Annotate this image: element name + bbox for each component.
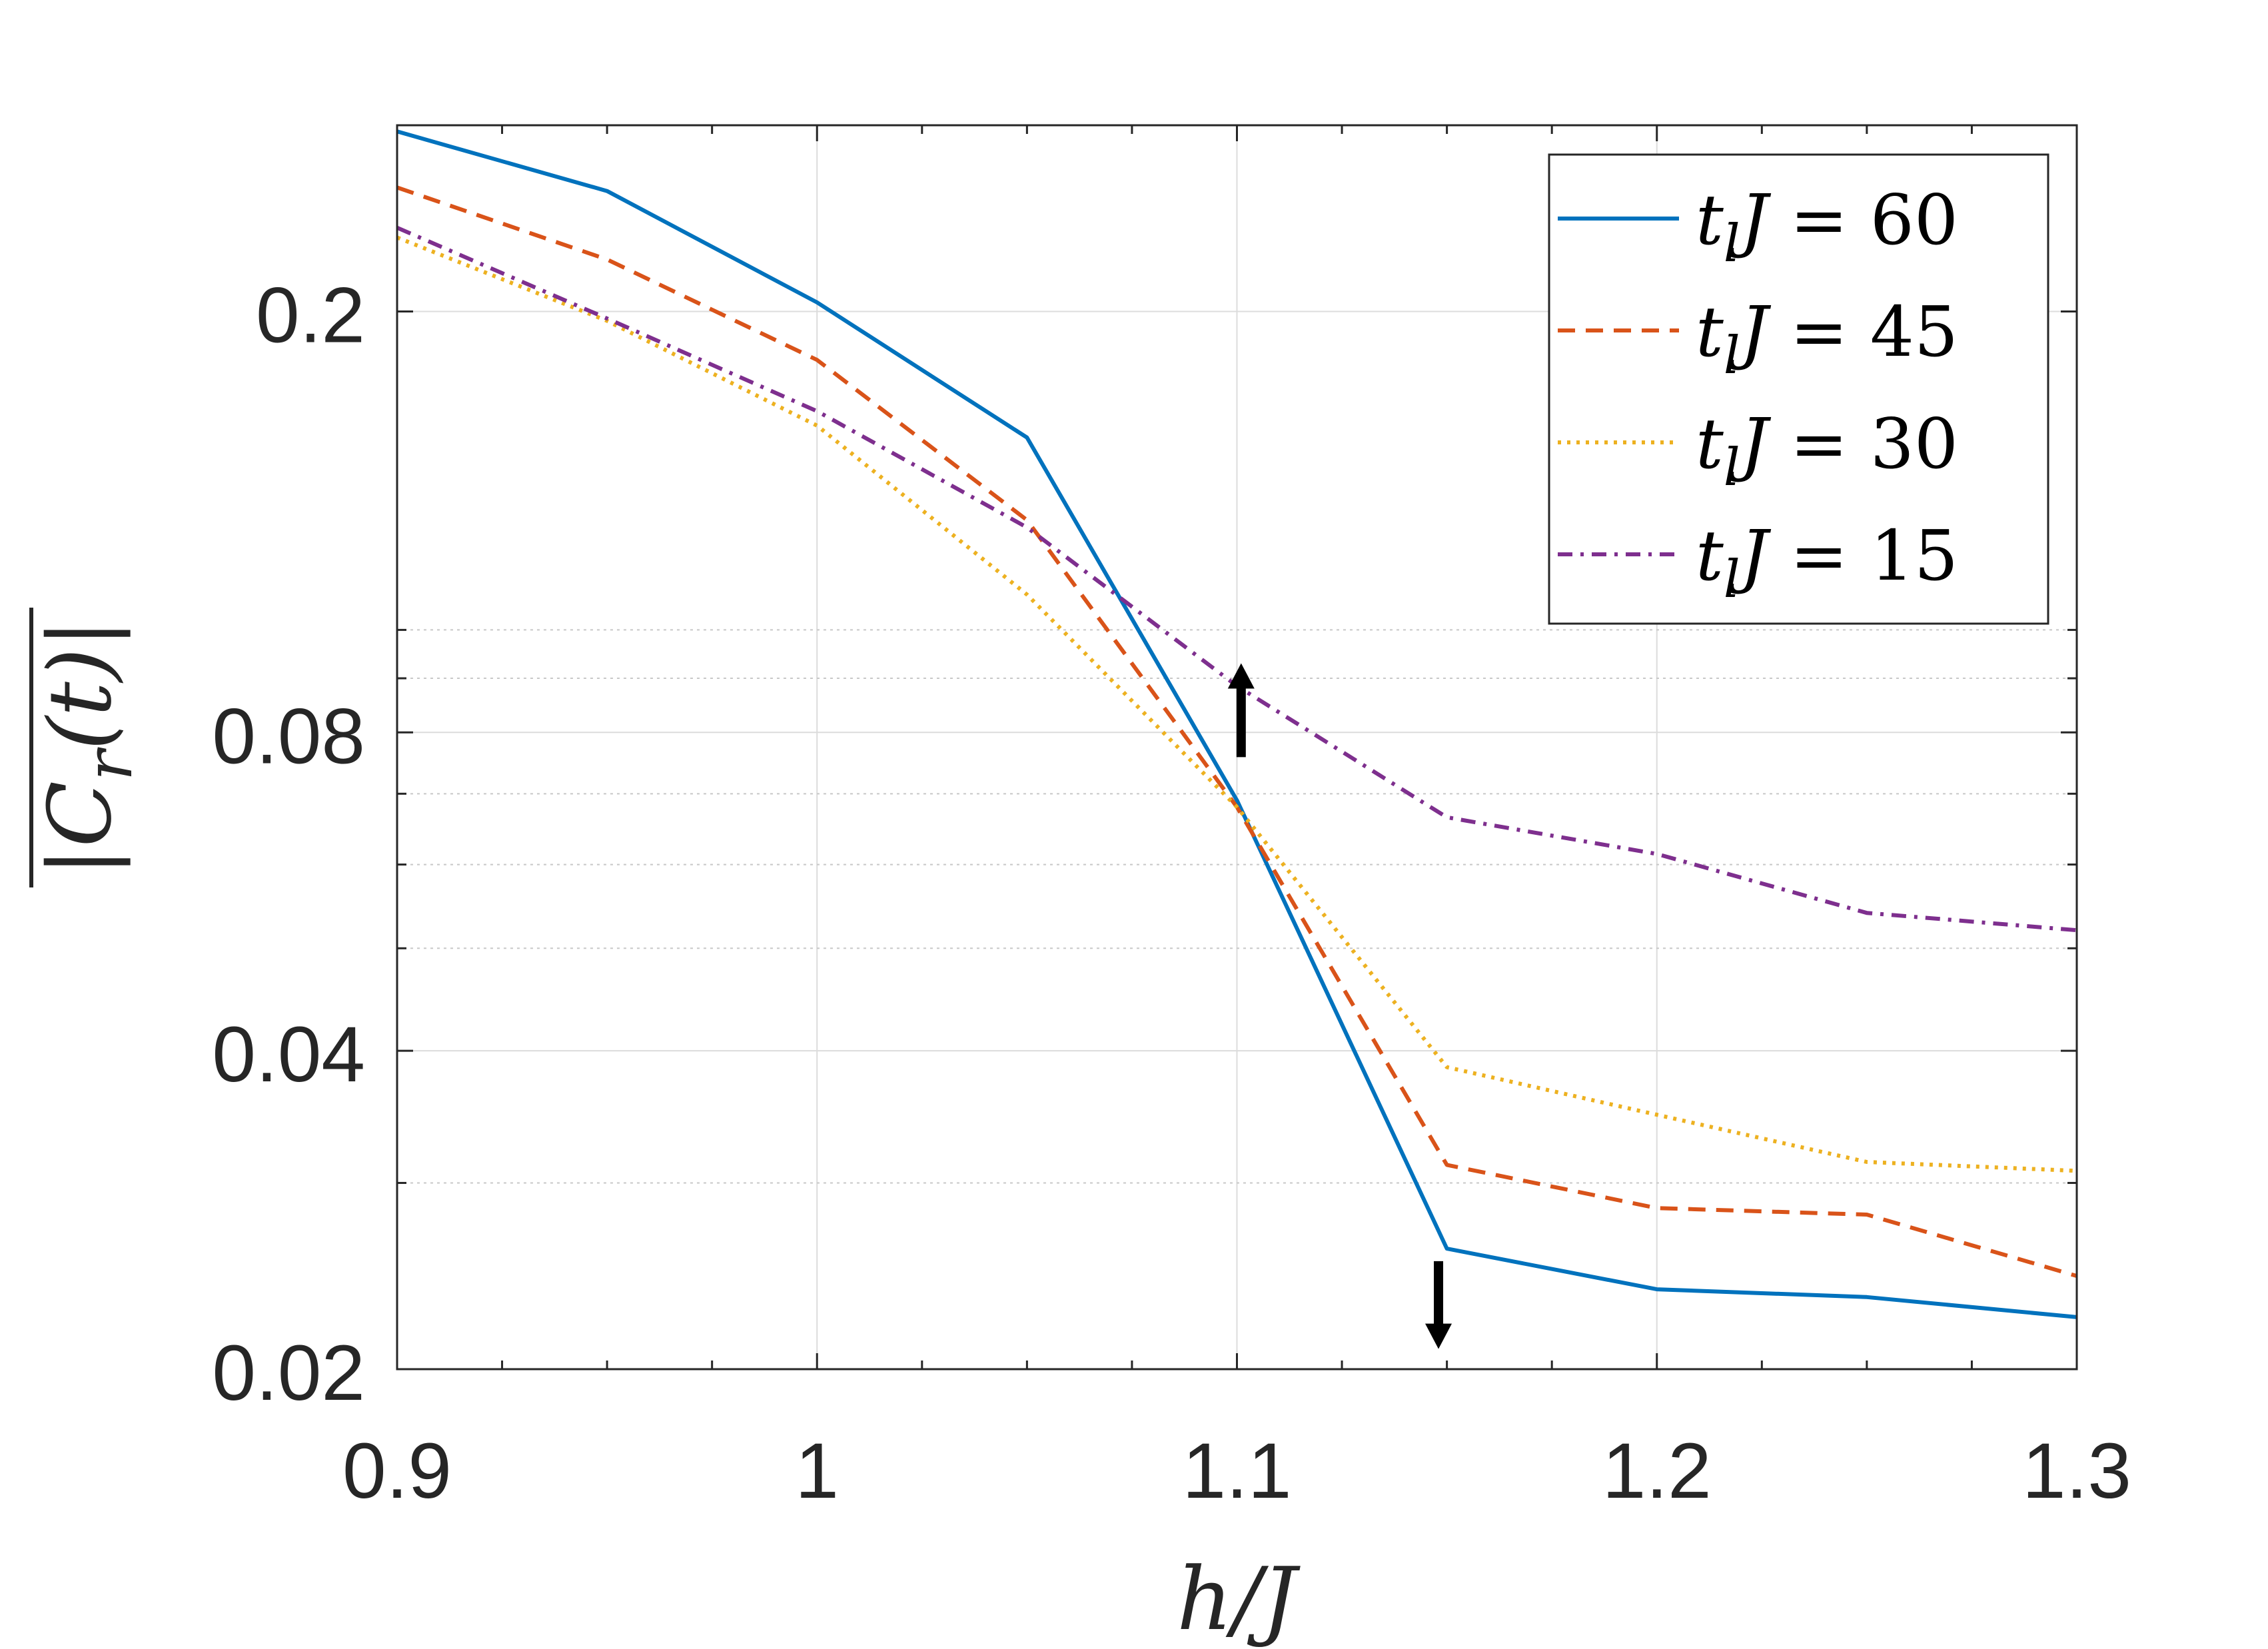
series-line-0 bbox=[396, 129, 2077, 1319]
series-line-2 bbox=[396, 235, 2077, 1173]
annotation-arrows bbox=[1227, 663, 1452, 1349]
y-tick-label: 0.2 bbox=[256, 272, 365, 360]
legend-box bbox=[1548, 153, 2049, 625]
x-tick-label: 1.1 bbox=[1182, 1427, 1291, 1515]
legend-label-0: tlJ = 60 bbox=[1696, 179, 1958, 274]
svg-text:|Cr(t)|: |Cr(t)| bbox=[29, 619, 147, 877]
x-tick-label: 1.2 bbox=[1602, 1427, 1712, 1515]
x-tick-labels: 0.9 1 1.1 1.2 1.3 bbox=[342, 1427, 2131, 1515]
x-axis-label: h/J bbox=[1177, 1548, 1301, 1649]
ticks bbox=[396, 124, 2078, 1371]
legend-label-2: tlJ = 30 bbox=[1696, 403, 1958, 498]
x-tick-label: 1.3 bbox=[2022, 1427, 2131, 1515]
y-tick-label: 0.02 bbox=[212, 1329, 365, 1417]
y-axis-label: |Cr(t)| bbox=[29, 608, 147, 887]
y-tick-label: 0.04 bbox=[212, 1011, 365, 1099]
legend-label-3: tlJ = 15 bbox=[1696, 515, 1958, 610]
x-tick-label: 0.9 bbox=[342, 1427, 452, 1515]
x-tick-label: 1 bbox=[795, 1427, 839, 1515]
arrow-head-0 bbox=[1227, 663, 1255, 689]
y-tick-labels: 0.02 0.04 0.08 0.2 bbox=[212, 272, 365, 1417]
arrow-head-1 bbox=[1425, 1323, 1452, 1349]
y-tick-label: 0.08 bbox=[212, 692, 365, 780]
